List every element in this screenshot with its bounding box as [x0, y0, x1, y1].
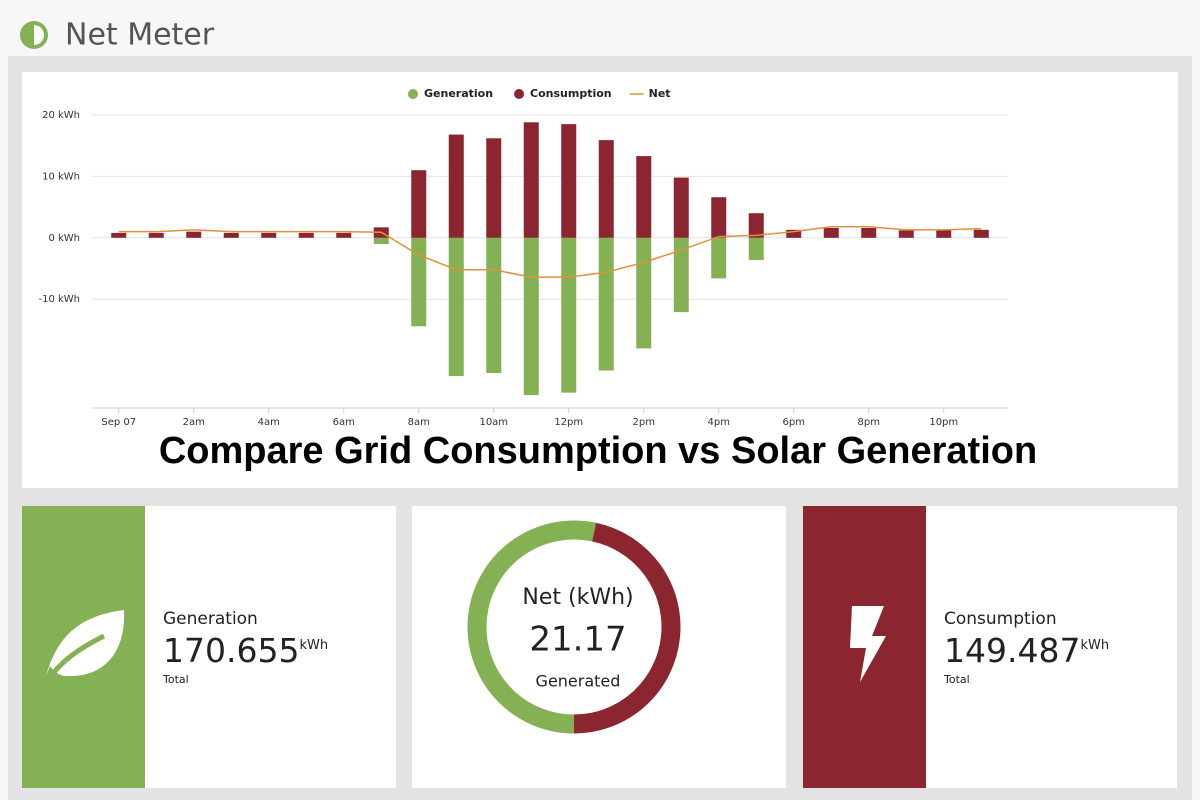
bar: [298, 232, 314, 238]
bar: [148, 232, 164, 238]
net-line: [118, 225, 982, 278]
bar: [636, 156, 652, 238]
bar: [411, 170, 427, 238]
bar: [486, 138, 502, 238]
x-tick-label: 4am: [258, 417, 280, 428]
x-tick-label: 8pm: [858, 417, 880, 428]
legend-label: Consumption: [530, 87, 612, 100]
donut-label: Net (kWh): [522, 585, 633, 610]
card-note: Total: [943, 673, 970, 686]
donut: [467, 520, 681, 734]
card-value: 149.487kWh: [944, 631, 1109, 670]
bar: [261, 232, 277, 238]
bar: [561, 124, 577, 238]
bar: [598, 140, 614, 238]
x-tick-label: 2am: [183, 417, 205, 428]
bar: [186, 231, 202, 238]
bar: [711, 197, 727, 238]
y-tick-label: -10 kWh: [38, 294, 80, 305]
bar: [223, 232, 239, 238]
card-label: Consumption: [944, 609, 1057, 629]
donut-segment: [573, 522, 681, 734]
bar: [673, 237, 689, 313]
leaf-icon: [45, 610, 125, 682]
bar: [561, 237, 577, 393]
chart: 20 kWh 10 kWh 0 kWh -10 kWh Sep 07 2am 4am 6am 8…: [38, 87, 1008, 428]
donut-value: 21.17: [529, 620, 626, 660]
donut-note: Generated: [536, 672, 621, 691]
card-number: 149.487: [944, 631, 1080, 670]
bar: [111, 232, 127, 238]
bar: [448, 134, 464, 238]
x-tick-label: 6pm: [783, 417, 805, 428]
x-tick-label: 8am: [408, 417, 430, 428]
x-tick-label: 2pm: [633, 417, 655, 428]
card-unit: kWh: [1080, 638, 1109, 653]
bar: [748, 237, 764, 260]
bar: [373, 237, 389, 244]
bar: [823, 227, 839, 238]
legend-swatch: [408, 89, 418, 99]
bar: [861, 227, 877, 238]
card-unit: kWh: [299, 638, 328, 653]
logo: [20, 21, 48, 49]
x-tick-label: 12pm: [554, 417, 583, 428]
card-label: Generation: [163, 609, 258, 629]
card-value: 170.655kWh: [163, 631, 328, 670]
bar: [598, 237, 614, 371]
bar: [748, 213, 764, 238]
y-tick-label: 10 kWh: [42, 171, 80, 182]
legend-label: Generation: [424, 87, 493, 100]
bolt-icon: [850, 606, 886, 682]
bar: [636, 237, 652, 349]
bar: [673, 177, 689, 238]
bar: [336, 232, 352, 238]
x-tick-label: 6am: [333, 417, 355, 428]
bar: [448, 237, 464, 377]
bar: [936, 230, 952, 238]
bar: [523, 237, 539, 396]
bar: [486, 237, 502, 373]
bar: [898, 230, 914, 238]
card-note: Total: [162, 673, 189, 686]
chart-annotation: Compare Grid Consumption vs Solar Genera…: [159, 430, 1037, 472]
legend-swatch: [514, 89, 525, 99]
page-title: Net Meter: [65, 18, 215, 53]
bar: [711, 237, 727, 279]
donut-segment: [467, 520, 596, 734]
bar: [973, 229, 989, 238]
x-tick-label: 4pm: [708, 417, 730, 428]
y-tick-label: 0 kWh: [48, 233, 80, 244]
bar: [523, 122, 539, 238]
x-tick-label: 10pm: [929, 417, 958, 428]
x-tick-label: Sep 07: [101, 417, 136, 428]
card-number: 170.655: [163, 631, 299, 670]
bar: [786, 229, 802, 238]
bar: [411, 237, 427, 327]
y-tick-label: 20 kWh: [42, 110, 80, 121]
x-tick-label: 10am: [479, 417, 508, 428]
legend-label: Net: [649, 87, 671, 100]
